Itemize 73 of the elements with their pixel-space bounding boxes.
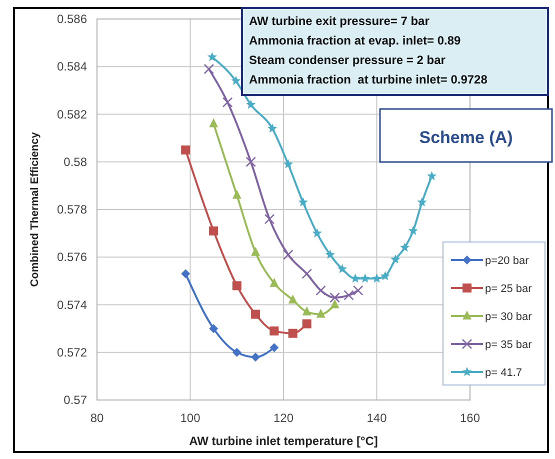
point (181, 145, 190, 154)
point (246, 156, 256, 168)
point (372, 274, 382, 283)
point (390, 254, 400, 264)
point (288, 328, 298, 338)
point (400, 242, 410, 252)
point (251, 310, 260, 319)
y-tick-label: 0.582 (56, 107, 88, 122)
x-tick-label: 160 (460, 411, 480, 425)
point (209, 226, 218, 236)
annotation: AW turbine exit pressure= 7 bar Ammonia fraction at evap. inlet= 0.89 Steam condenser pressure = 2 bar Ammonia fraction at turbine inlet= 0.9728 (249, 14, 488, 86)
point (302, 319, 312, 328)
point (270, 326, 279, 336)
point (204, 64, 214, 74)
legend-label: p= 30 bar (485, 311, 532, 323)
point (283, 250, 294, 260)
point (209, 118, 218, 128)
point (268, 124, 278, 133)
note-box: AW turbine exit pressure= 7 bar Ammonia fraction at evap. inlet= 0.89 Steam condenser pressure = 2 bar Ammonia fraction at turbine inlet= 0.9728 (241, 7, 549, 96)
y-tick-label: 0.586 (56, 12, 88, 26)
point (270, 278, 279, 287)
point (427, 171, 437, 180)
point (350, 274, 360, 283)
point (360, 274, 370, 283)
x-tick-label: 140 (366, 411, 388, 425)
annotation: Scheme (A) (419, 128, 513, 147)
point (246, 100, 256, 109)
point (380, 271, 390, 280)
point (251, 246, 260, 256)
point (352, 285, 364, 296)
point (330, 292, 340, 303)
legend-label: p= 41.7 (485, 367, 522, 379)
point (222, 97, 233, 108)
point (209, 324, 218, 334)
x-tick-label: 80 (90, 411, 104, 425)
point (316, 285, 326, 296)
point (325, 250, 335, 259)
point (298, 197, 308, 206)
x-tick-label: 120 (273, 411, 294, 425)
point (337, 264, 348, 274)
point (232, 281, 242, 290)
point (344, 290, 354, 300)
point (316, 308, 326, 318)
x-tick-label: 100 (180, 411, 201, 425)
point (251, 352, 260, 362)
point (207, 52, 217, 62)
y-tick-label: 0.576 (56, 250, 88, 264)
y-tick-label: 0.57 (64, 393, 88, 407)
point (302, 268, 312, 279)
y-axis-title: Combined Thermal Efficiency (29, 131, 41, 287)
point (181, 269, 190, 278)
point (330, 299, 340, 308)
point (283, 159, 293, 168)
x-axis-title: AW turbine inlet temperature [°C] (189, 434, 378, 448)
point (302, 306, 312, 316)
point (231, 76, 241, 85)
y-tick-label: 0.578 (56, 202, 88, 216)
point (270, 343, 279, 352)
y-tick-label: 0.572 (56, 345, 88, 360)
point (288, 294, 298, 304)
point (232, 190, 242, 199)
y-tick-label: 0.58 (64, 154, 88, 169)
point (417, 197, 427, 206)
point (232, 348, 242, 357)
point (312, 228, 322, 238)
legend-label: p= 25 bar (485, 283, 532, 295)
label-box: Scheme (A) (379, 108, 553, 163)
point (408, 226, 418, 235)
point (264, 214, 275, 224)
y-tick-label: 0.584 (56, 60, 88, 74)
legend-label: p=20 bar (485, 255, 530, 267)
y-tick-label: 0.574 (56, 298, 88, 312)
legend-label: p= 35 bar (485, 339, 532, 351)
